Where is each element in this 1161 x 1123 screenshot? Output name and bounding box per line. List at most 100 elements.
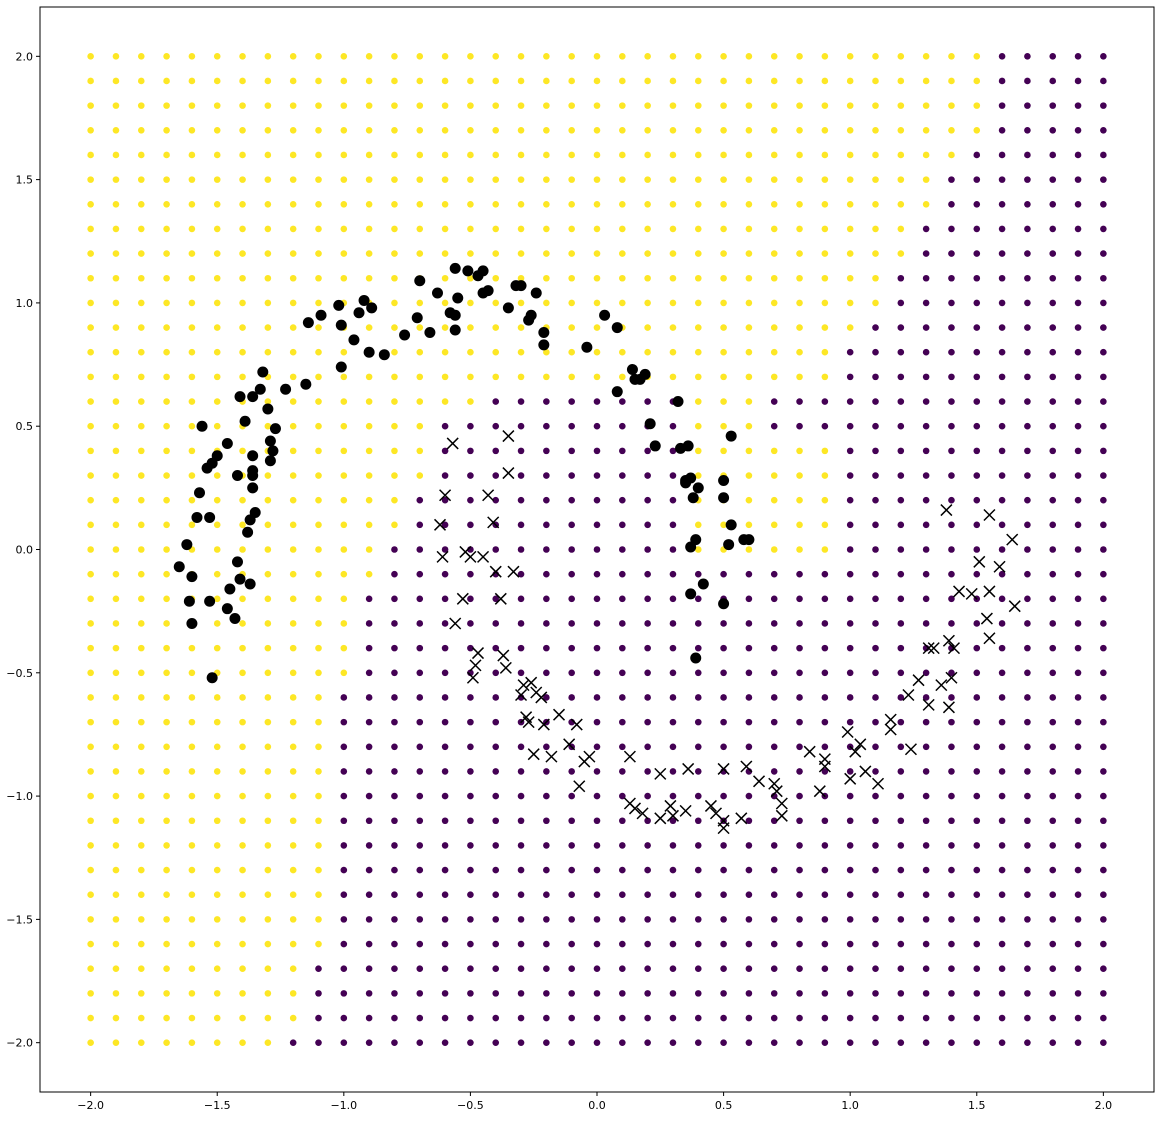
grid-point	[517, 250, 525, 257]
grid-point	[593, 546, 601, 553]
grid-point	[568, 620, 575, 627]
grid-point	[770, 151, 778, 159]
grid-point	[315, 743, 322, 751]
grid-point	[264, 77, 272, 85]
grid-point	[998, 965, 1006, 973]
grid-point	[441, 200, 449, 208]
grid-point	[872, 77, 879, 85]
grid-point	[416, 866, 424, 874]
grid-point	[796, 472, 803, 479]
grid-point	[872, 792, 879, 800]
grid-point	[87, 768, 94, 775]
grid-point	[163, 126, 170, 134]
grid-point	[568, 694, 575, 701]
grid-point	[391, 891, 398, 899]
grid-point	[264, 792, 272, 800]
grid-point	[365, 77, 373, 85]
grid-point	[619, 768, 626, 775]
grid-point	[264, 200, 272, 208]
grid-point	[391, 373, 398, 381]
grid-point	[720, 126, 727, 134]
grid-point	[87, 718, 94, 726]
grid-point	[289, 990, 297, 997]
grid-point	[973, 447, 981, 455]
grid-point	[669, 1014, 677, 1022]
grid-point	[745, 1014, 753, 1022]
grid-point	[694, 570, 702, 578]
grid-point	[239, 225, 246, 233]
grid-point	[264, 53, 272, 60]
grid-point	[619, 916, 626, 923]
grid-point	[416, 373, 424, 381]
grid-point	[365, 102, 373, 109]
grid-point	[872, 842, 879, 849]
grid-point	[998, 1014, 1006, 1022]
grid-point	[543, 472, 550, 479]
grid-point	[1049, 718, 1057, 726]
grid-point	[213, 422, 221, 430]
grid-point	[163, 546, 170, 553]
class1-point	[466, 671, 479, 684]
class0-point	[725, 430, 737, 442]
grid-point	[872, 521, 879, 529]
grid-point	[441, 965, 449, 973]
grid-point	[340, 77, 348, 85]
grid-point	[213, 866, 221, 874]
grid-point	[998, 324, 1006, 331]
class1-point	[803, 745, 816, 758]
grid-point	[87, 422, 94, 430]
grid-point	[87, 299, 94, 307]
grid-point	[416, 916, 424, 923]
grid-point	[1074, 176, 1082, 183]
grid-point	[543, 842, 550, 849]
grid-point	[897, 447, 905, 455]
grid-point	[163, 694, 170, 701]
class0-point	[247, 465, 259, 477]
grid-point	[340, 940, 348, 948]
grid-point	[948, 768, 955, 775]
grid-point	[694, 176, 702, 183]
grid-point	[821, 570, 829, 578]
grid-point	[112, 644, 120, 652]
grid-point	[973, 102, 981, 109]
grid-point	[239, 916, 246, 923]
grid-point	[669, 126, 677, 134]
grid-point	[365, 940, 373, 948]
grid-point	[365, 817, 373, 825]
grid-point	[1024, 225, 1031, 233]
grid-point	[87, 965, 94, 973]
grid-point	[619, 866, 626, 874]
grid-point	[694, 447, 702, 455]
grid-point	[467, 447, 474, 455]
grid-point	[568, 102, 575, 109]
grid-point	[948, 176, 955, 183]
grid-point	[644, 866, 651, 874]
grid-point	[846, 348, 854, 356]
grid-point	[694, 990, 702, 997]
grid-point	[669, 817, 677, 825]
class0-point	[204, 511, 216, 523]
grid-point	[1024, 595, 1031, 603]
grid-point	[694, 521, 702, 529]
grid-point	[340, 620, 348, 627]
grid-point	[745, 743, 753, 751]
grid-point	[87, 348, 94, 356]
grid-point	[264, 324, 272, 331]
grid-point	[1049, 743, 1057, 751]
grid-point	[973, 324, 981, 331]
grid-point	[517, 176, 525, 183]
class1-point	[436, 550, 449, 563]
class0-point	[254, 383, 266, 395]
grid-point	[467, 940, 474, 948]
grid-point	[720, 916, 727, 923]
grid-point	[619, 620, 626, 627]
grid-point	[745, 669, 753, 677]
grid-point	[467, 570, 474, 578]
grid-point	[264, 102, 272, 109]
grid-point	[897, 126, 905, 134]
grid-point	[568, 299, 575, 307]
grid-point	[796, 348, 803, 356]
grid-point	[467, 644, 474, 652]
grid-point	[391, 866, 398, 874]
grid-point	[188, 792, 196, 800]
